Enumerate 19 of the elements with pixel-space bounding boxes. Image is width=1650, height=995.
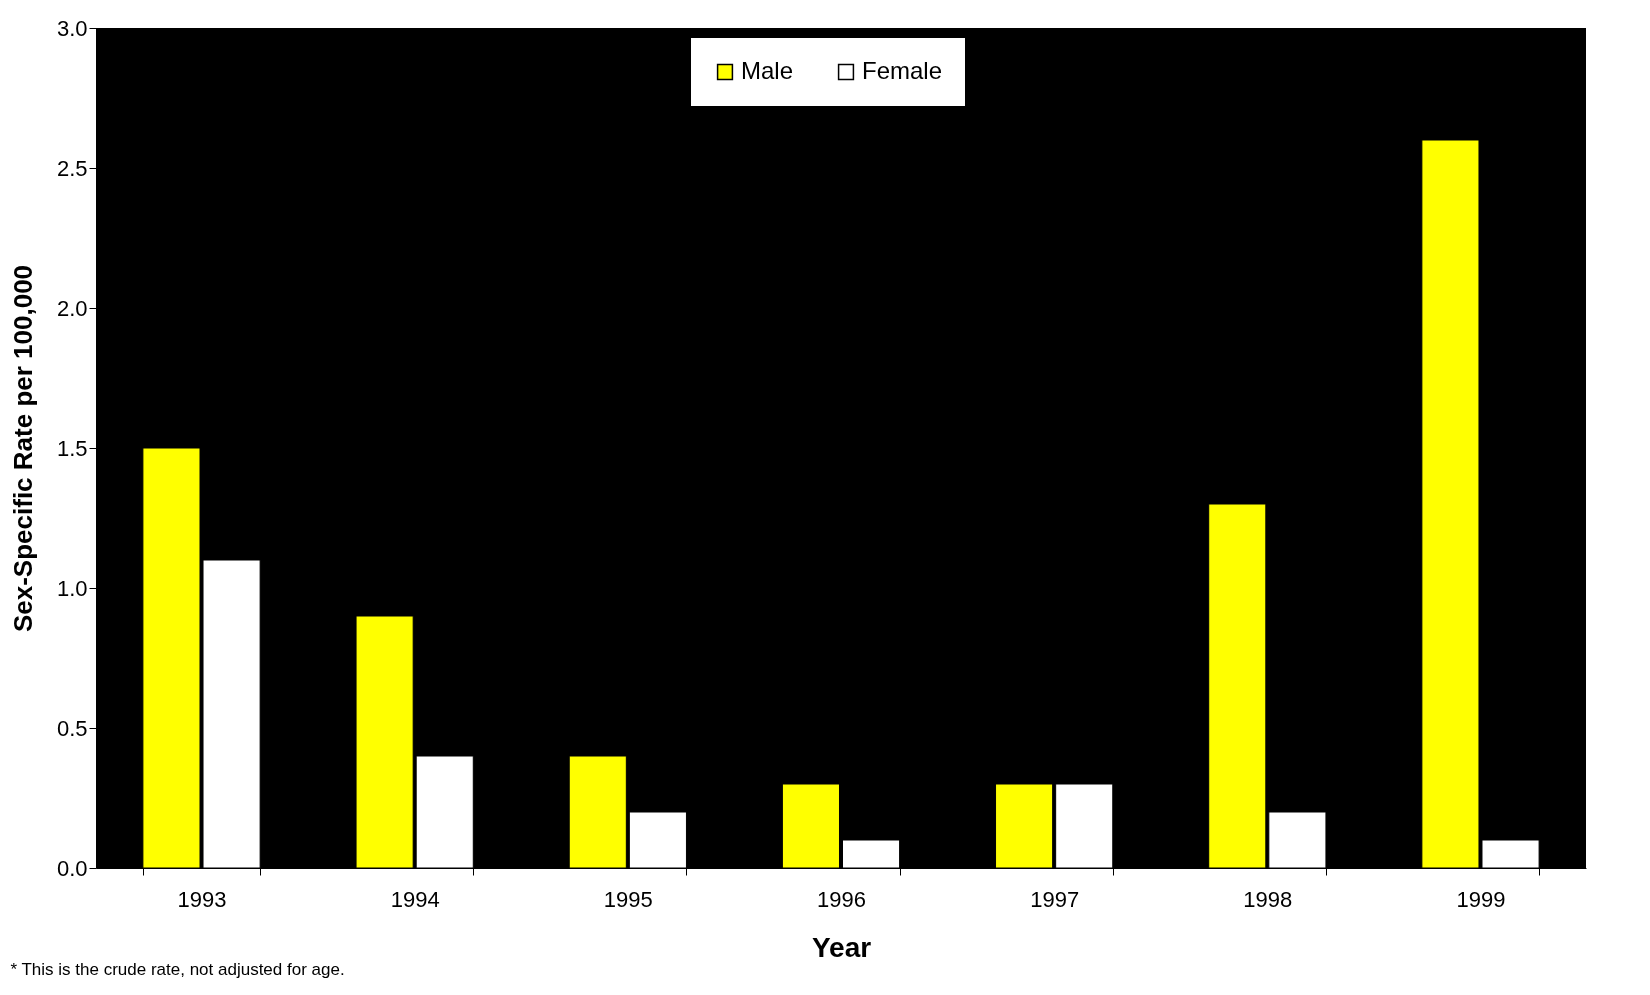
y-tick-label: 3.0 bbox=[56, 15, 88, 41]
x-tick-label: 1996 bbox=[817, 886, 866, 912]
y-tick-label: 0.5 bbox=[56, 715, 88, 741]
legend-label: Male bbox=[741, 57, 794, 84]
x-tick-label: 1999 bbox=[1456, 886, 1506, 912]
x-tick-label: 1994 bbox=[390, 886, 440, 912]
x-tick-label: 1998 bbox=[1243, 886, 1293, 912]
y-axis-title: Sex-Specific Rate per 100,000 bbox=[7, 264, 38, 633]
x-tick-label: 1997 bbox=[1030, 886, 1080, 912]
x-tick-label: 1995 bbox=[603, 886, 653, 912]
legend-label: Female bbox=[862, 57, 943, 84]
y-tick-label: 0.0 bbox=[56, 855, 88, 881]
x-tick-label: 1993 bbox=[177, 886, 227, 912]
y-tick-label: 2.5 bbox=[56, 155, 88, 181]
x-axis-title: Year bbox=[811, 931, 872, 963]
y-tick-label: 1.5 bbox=[56, 435, 88, 461]
y-tick-label: 2.0 bbox=[56, 295, 88, 321]
text: * This is the crude rate, not adjusted for age. bbox=[10, 960, 345, 979]
y-tick-label: 1.0 bbox=[56, 575, 88, 601]
